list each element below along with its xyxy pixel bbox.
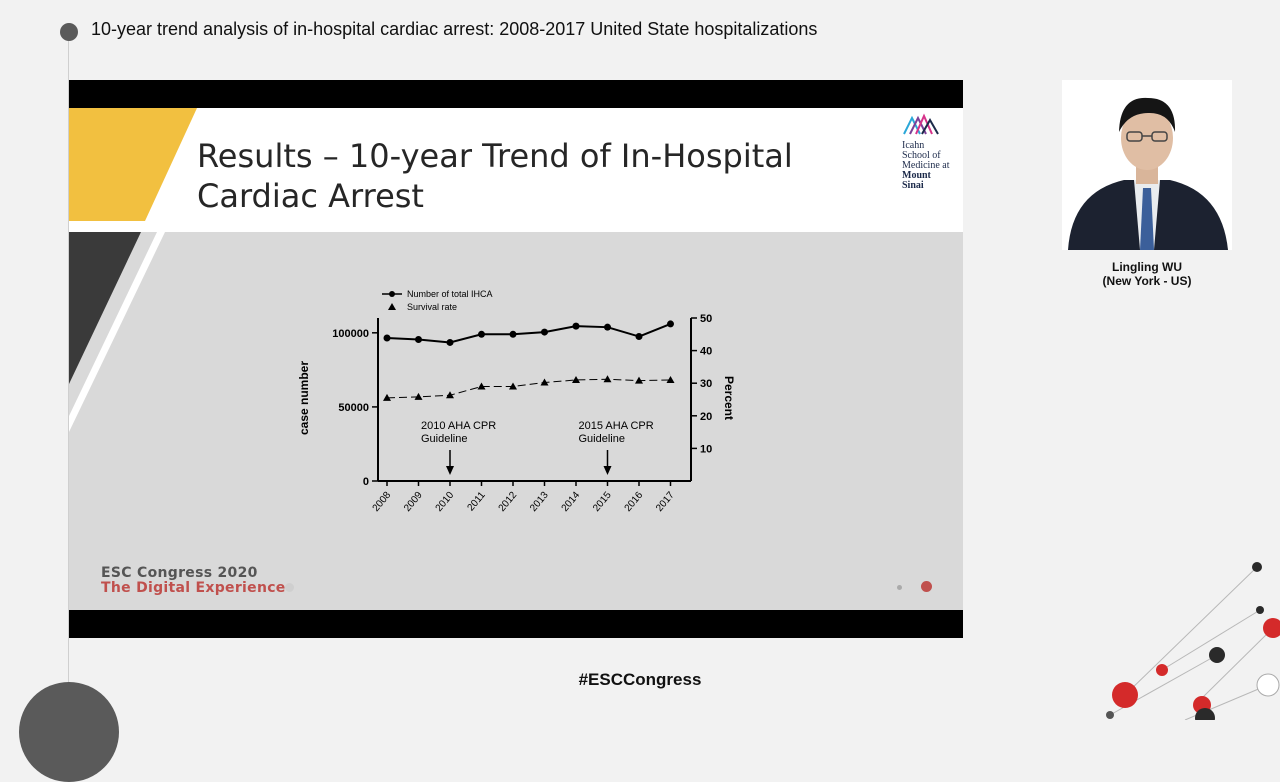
point-ihca: [383, 334, 391, 342]
hashtag: #ESCCongress: [578, 670, 702, 689]
y-tick-label: 50000: [338, 402, 369, 414]
logo-line5: Sinai: [902, 180, 924, 191]
y-tick-label: 100000: [332, 328, 369, 340]
logo-text: Icahn School of Medicine at Mount Sinai: [902, 141, 960, 191]
point-survival: [477, 382, 486, 390]
slide-frame: Results – 10-year Trend of In-Hospital C…: [69, 80, 963, 638]
y-axis-label: case number: [297, 361, 311, 435]
legend-label-survival: Survival rate: [407, 302, 457, 312]
dark-accent-shape: [69, 232, 165, 432]
point-survival: [383, 393, 391, 401]
point-ihca: [667, 320, 674, 328]
progress-dot-start: [285, 583, 294, 592]
x-tick-label: 2008: [371, 490, 394, 514]
point-ihca: [604, 323, 611, 331]
annotation-text: 2010 AHA CPR: [421, 420, 496, 432]
legend-label-ihca: Number of total IHCA: [407, 289, 493, 299]
point-survival: [635, 376, 643, 384]
series-line-ihca: [386, 322, 671, 344]
point-ihca: [509, 330, 517, 338]
speaker-photo: [1062, 80, 1232, 250]
decor-node: [1263, 618, 1280, 638]
slide-title-line2: Cardiac Arrest: [197, 177, 424, 215]
progress-dot-small: [897, 585, 902, 590]
mount-sinai-logo: Icahn School of Medicine at Mount Sinai: [902, 112, 960, 191]
slide: Results – 10-year Trend of In-Hospital C…: [69, 108, 963, 610]
decor-node: [1209, 647, 1225, 663]
x-tick-label: 2014: [560, 490, 583, 514]
x-tick-label: 2010: [434, 490, 457, 514]
slide-title-line1: Results – 10-year Trend of In-Hospital: [197, 137, 793, 175]
y2-tick-label: 40: [700, 346, 712, 358]
legend-marker-ihca: [389, 291, 395, 297]
digital-experience-label: The Digital Experience: [101, 580, 286, 596]
y2-tick-label: 10: [700, 443, 712, 455]
bottom-circle: [19, 682, 119, 782]
decor-node: [1156, 664, 1168, 676]
x-tick-label: 2016: [623, 490, 646, 514]
logo-line1: Icahn: [902, 140, 925, 151]
point-survival: [572, 375, 580, 383]
slide-header: Results – 10-year Trend of In-Hospital C…: [69, 108, 963, 232]
decor-node: [1112, 682, 1138, 708]
y2-tick-label: 50: [700, 313, 712, 325]
legend-marker-survival: [388, 303, 396, 310]
timeline-line: [68, 40, 69, 720]
point-survival: [509, 382, 517, 390]
progress-dot-active: [921, 581, 932, 592]
esc-congress-label: ESC Congress 2020: [101, 565, 258, 581]
y2-tick-label: 30: [700, 378, 712, 390]
x-tick-label: 2015: [591, 490, 614, 514]
point-ihca: [478, 330, 485, 338]
y2-tick-label: 20: [700, 411, 712, 423]
point-survival: [446, 391, 454, 399]
slide-title: Results – 10-year Trend of In-Hospital C…: [197, 136, 793, 216]
x-tick-label: 2009: [402, 490, 425, 514]
yellow-accent-shape: [69, 108, 197, 221]
speaker-info: Lingling WU (New York - US): [1062, 260, 1232, 288]
page-title: 10-year trend analysis of in-hospital ca…: [91, 19, 818, 39]
x-tick-label: 2011: [466, 490, 489, 514]
y2-axis-label: Percent: [722, 376, 736, 420]
x-tick-label: 2013: [528, 490, 551, 514]
y-tick-label: 0: [363, 476, 369, 488]
annotation-arrow-head: [446, 466, 454, 475]
decor-node: [1256, 673, 1280, 697]
decor-node: [1106, 711, 1114, 719]
point-survival: [414, 392, 423, 400]
speaker-portrait-icon: [1062, 80, 1232, 250]
point-survival: [603, 375, 612, 383]
x-tick-label: 2017: [654, 490, 677, 514]
decor-node: [1195, 708, 1215, 720]
annotation-arrow-head: [603, 466, 612, 475]
point-ihca: [541, 328, 548, 336]
logo-line4: Mount: [902, 170, 931, 181]
point-ihca: [572, 322, 580, 330]
annotation-text: 2015 AHA CPR: [579, 420, 654, 432]
annotation-text: Guideline: [421, 433, 467, 445]
point-survival: [540, 378, 549, 386]
ihca-trend-chart: 0 50000 100000 10 20 30 40 50 2008 2009 2010 2011 20…: [297, 289, 736, 514]
decor-node: [1256, 606, 1264, 614]
mount-sinai-logo-icon: [903, 113, 939, 135]
logo-line2: School of: [902, 150, 941, 161]
logo-line3: Medicine at: [902, 160, 950, 171]
point-ihca: [415, 335, 422, 343]
timeline-dot: [60, 23, 78, 41]
point-ihca: [635, 333, 643, 341]
x-tick-label: 2012: [497, 490, 520, 514]
speaker-location: (New York - US): [1102, 274, 1192, 288]
molecule-decoration: [1106, 562, 1280, 720]
annotation-text: Guideline: [579, 433, 625, 445]
speaker-name: Lingling WU: [1112, 260, 1182, 274]
point-survival: [666, 375, 675, 383]
decor-node: [1252, 562, 1262, 572]
point-ihca: [446, 338, 454, 346]
series-line-survival: [386, 378, 671, 399]
